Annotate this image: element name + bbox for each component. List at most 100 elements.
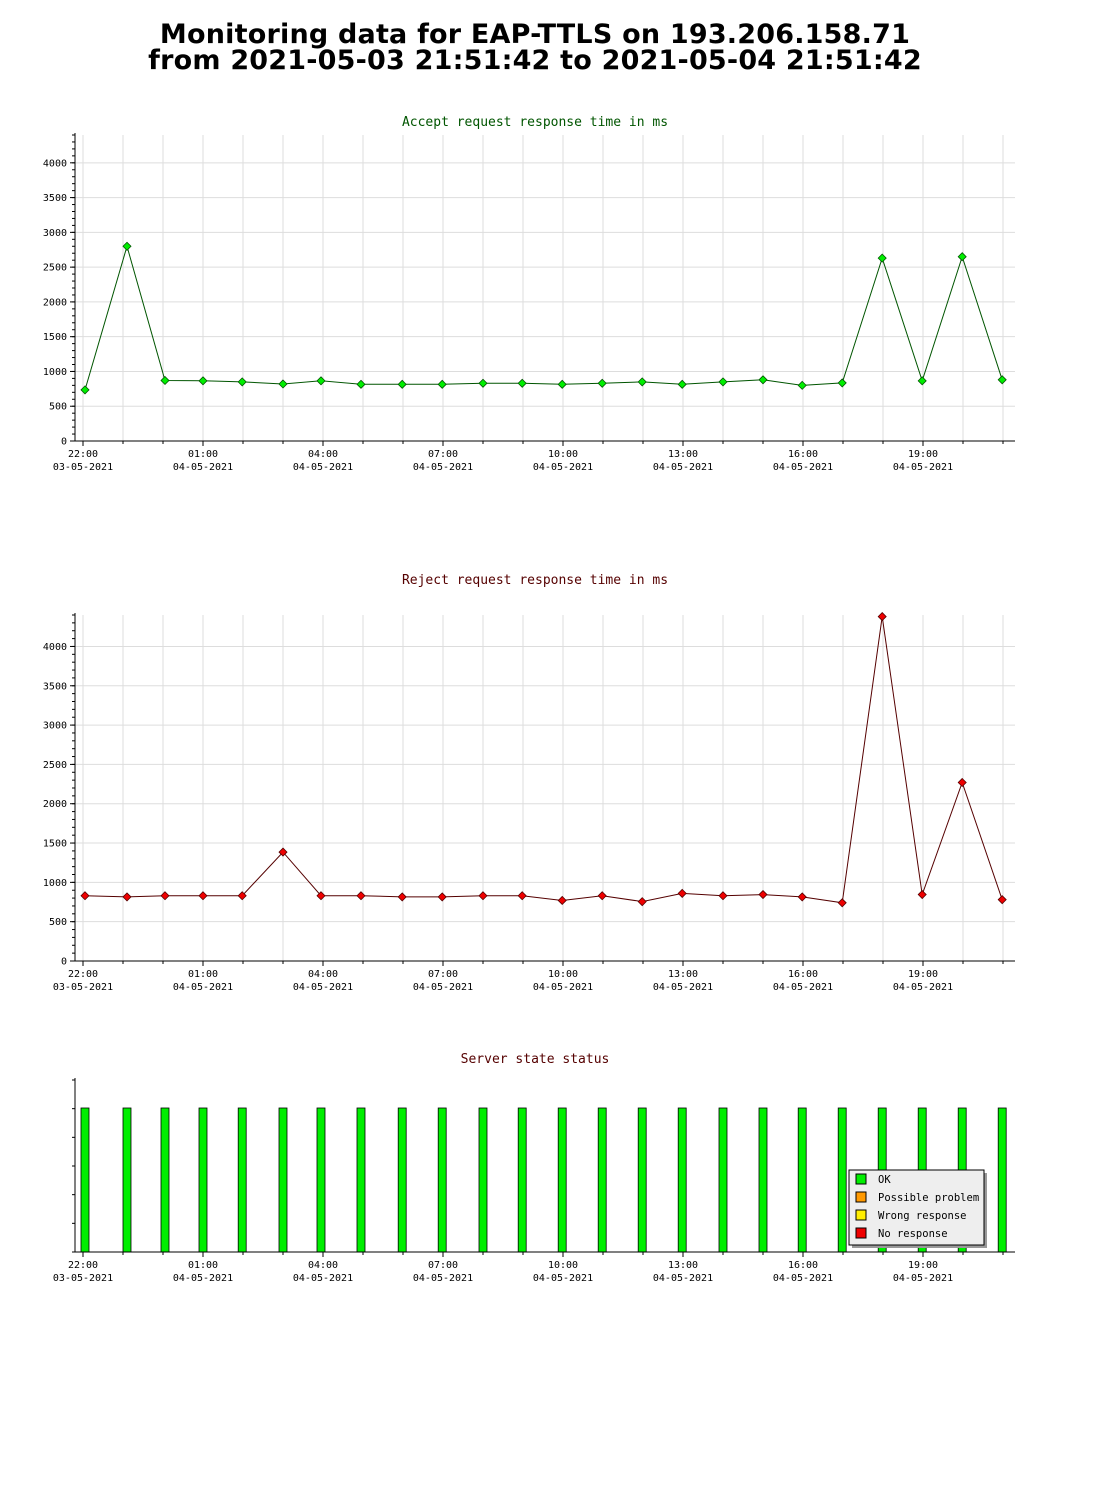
status-state-bar	[837, 1107, 847, 1253]
reject-x-tick-date: 04-05-2021	[773, 982, 833, 993]
accept-response-chart: Accept request response time in ms 0 500 1…	[43, 115, 1015, 473]
status-state-bar	[356, 1107, 366, 1253]
reject-data-point	[917, 889, 927, 900]
accept-data-point	[517, 378, 527, 388]
accept-y-tick-label: 1000	[43, 367, 67, 378]
accept-x-tick-date: 04-05-2021	[773, 462, 833, 473]
reject-x-tick-time: 01:00	[188, 969, 218, 980]
reject-y-tick-label: 2000	[43, 799, 67, 810]
status-state-bar	[316, 1107, 326, 1253]
accept-x-tick-date: 04-05-2021	[173, 462, 233, 473]
legend-swatch-wrong-response	[855, 1209, 867, 1221]
reject-x-tick-date: 04-05-2021	[893, 982, 953, 993]
accept-data-point	[198, 376, 208, 386]
legend-label-ok: OK	[878, 1174, 891, 1186]
status-x-tick-time: 19:00	[908, 1260, 938, 1271]
status-state-bar	[797, 1107, 807, 1253]
status-state-bar	[198, 1107, 208, 1253]
status-state-bar	[80, 1107, 90, 1253]
reject-y-tick-label: 3500	[43, 681, 67, 692]
accept-x-tick-time: 01:00	[188, 449, 218, 460]
legend-swatch-no-response	[855, 1227, 867, 1239]
legend-label-possible-problem: Possible problem	[878, 1192, 979, 1204]
status-state-bar	[478, 1107, 488, 1253]
reject-y-tick-label: 4000	[43, 642, 67, 653]
status-x-tick-date: 04-05-2021	[413, 1273, 473, 1284]
reject-data-point	[597, 891, 607, 901]
accept-data-point	[637, 377, 647, 387]
accept-data-point	[917, 376, 927, 386]
accept-data-point	[122, 241, 132, 251]
status-x-tick-date: 04-05-2021	[893, 1273, 953, 1284]
reject-data-point	[198, 891, 208, 901]
reject-x-tick-time: 13:00	[668, 969, 698, 980]
status-state-bar	[997, 1107, 1007, 1253]
accept-x-tick-time: 07:00	[428, 449, 458, 460]
reject-data-point	[356, 891, 366, 901]
reject-data-point	[797, 892, 807, 902]
reject-data-point	[957, 777, 967, 788]
accept-data-point	[397, 379, 407, 389]
status-x-tick-time: 10:00	[548, 1260, 578, 1271]
legend-swatch-ok	[855, 1173, 867, 1185]
reject-x-tick-time: 19:00	[908, 969, 938, 980]
reject-data-point	[316, 891, 326, 901]
accept-x-tick-date: 03-05-2021	[53, 462, 113, 473]
accept-data-point	[278, 379, 288, 389]
accept-data-point	[237, 377, 247, 387]
reject-y-tick-label: 1500	[43, 839, 67, 850]
reject-data-point	[278, 847, 288, 857]
page-title: Monitoring data for EAP-TTLS on 193.206.…	[0, 19, 1070, 74]
status-x-tick-date: 04-05-2021	[533, 1273, 593, 1284]
accept-data-point	[837, 378, 847, 388]
status-state-bar	[557, 1107, 567, 1253]
accept-y-tick-label: 0	[61, 437, 67, 448]
status-x-tick-time: 04:00	[308, 1260, 338, 1271]
accept-x-tick-date: 04-05-2021	[653, 462, 713, 473]
reject-y-tick-label: 0	[61, 957, 67, 968]
status-x-tick-time: 01:00	[188, 1260, 218, 1271]
reject-data-point	[557, 895, 567, 906]
accept-y-tick-label: 2500	[43, 263, 67, 274]
accept-data-point	[997, 375, 1007, 385]
accept-y-tick-label: 4000	[43, 158, 67, 169]
status-x-tick-date: 03-05-2021	[53, 1273, 113, 1284]
status-state-bar	[160, 1107, 170, 1253]
reject-data-point	[718, 891, 728, 901]
accept-chart-title: Accept request response time in ms	[402, 115, 668, 130]
reject-data-point	[517, 891, 527, 901]
server-state-chart: Server state status OK Possible problem …	[53, 1052, 1015, 1284]
accept-x-tick-date: 04-05-2021	[893, 462, 953, 473]
reject-x-tick-date: 04-05-2021	[293, 982, 353, 993]
reject-data-point	[160, 891, 170, 901]
accept-grid	[75, 135, 1015, 442]
accept-data-point	[80, 385, 90, 395]
reject-data-point	[122, 892, 132, 902]
legend-label-no-response: No response	[878, 1228, 948, 1240]
reject-data-point	[997, 895, 1007, 905]
reject-grid	[75, 615, 1015, 962]
reject-data-point	[637, 897, 647, 907]
status-state-bar	[718, 1107, 728, 1253]
reject-response-chart: Reject request response time in ms 0 500 1…	[43, 573, 1015, 993]
accept-x-tick-date: 04-05-2021	[533, 462, 593, 473]
accept-x-tick-time: 19:00	[908, 449, 938, 460]
reject-data-point	[437, 892, 447, 902]
reject-data-point	[237, 891, 247, 901]
reject-data-point	[478, 891, 488, 901]
accept-data-point	[356, 379, 366, 389]
accept-data-point	[437, 379, 447, 389]
status-x-tick-date: 04-05-2021	[773, 1273, 833, 1284]
legend-swatch-possible-problem	[855, 1191, 867, 1203]
accept-y-tick-label: 500	[49, 402, 67, 413]
legend-box	[848, 1169, 985, 1246]
reject-x-tick-date: 04-05-2021	[653, 982, 713, 993]
accept-data-point	[797, 380, 807, 390]
reject-data-point	[758, 889, 768, 900]
accept-y-tick-label: 1500	[43, 332, 67, 343]
accept-y-tick-label: 2000	[43, 297, 67, 308]
page-title-line-1: Monitoring data for EAP-TTLS on 193.206.…	[159, 19, 911, 50]
reject-y-tick-label: 1000	[43, 878, 67, 889]
accept-y-tick-label: 3500	[43, 193, 67, 204]
accept-series-line	[84, 244, 1003, 391]
